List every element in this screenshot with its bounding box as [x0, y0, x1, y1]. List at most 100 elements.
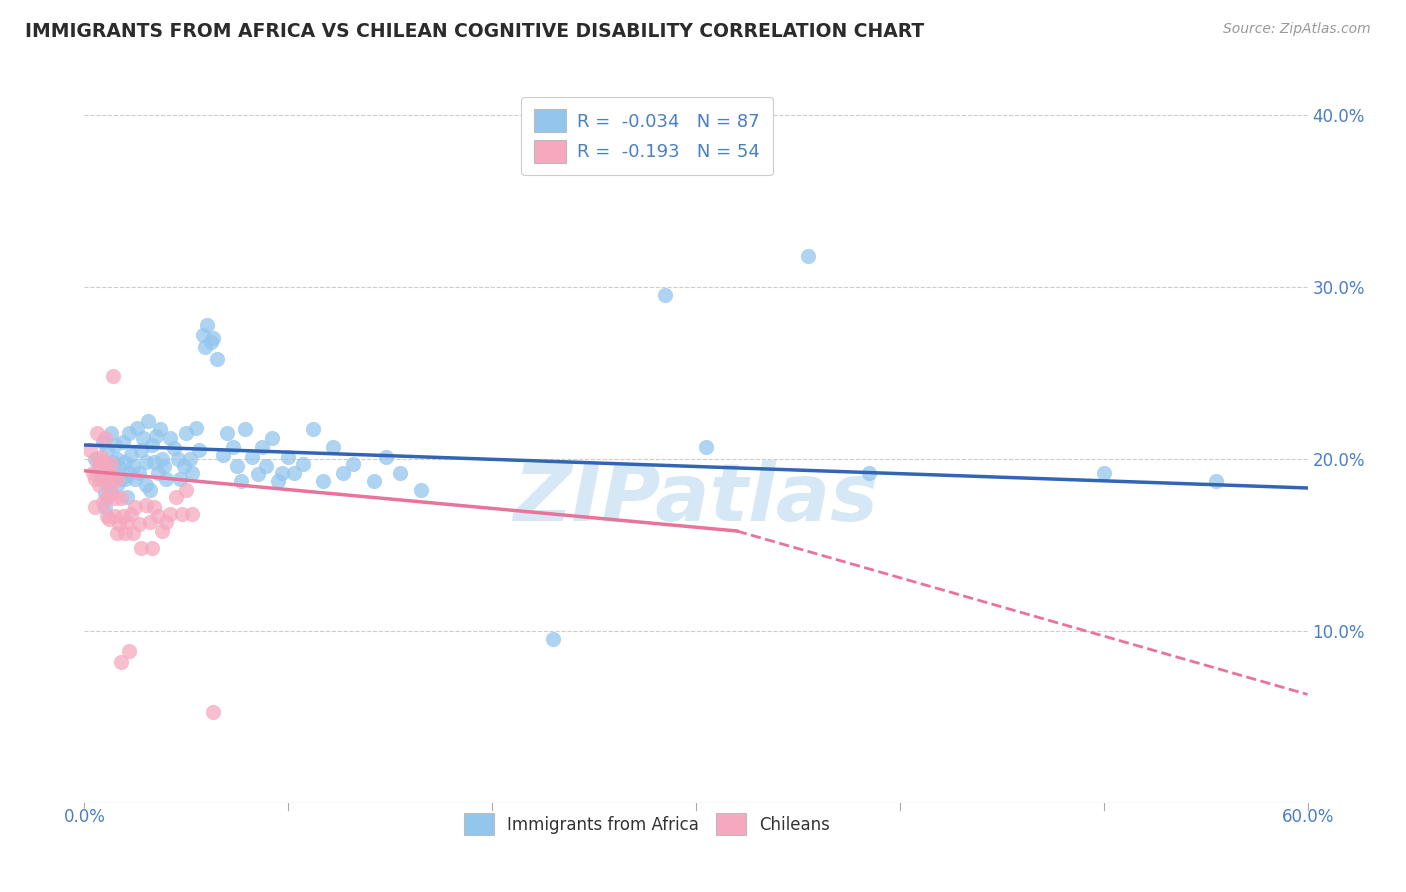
Point [205, 351, 228, 366]
Point [141, 438, 163, 452]
Point [136, 414, 159, 428]
Point [217, 425, 239, 440]
Point [97, 466, 120, 480]
Point [235, 423, 257, 437]
Point [91, 472, 114, 486]
Point [226, 458, 249, 473]
Point [108, 460, 131, 475]
Point [201, 331, 224, 345]
Point [200, 334, 222, 349]
Point [115, 516, 138, 530]
Point [124, 472, 146, 486]
Point [128, 466, 150, 480]
Point [79, 443, 101, 458]
Point [322, 440, 344, 454]
Point [186, 421, 208, 435]
Point [132, 431, 155, 445]
Point [389, 466, 412, 480]
Point [187, 443, 209, 458]
Point [191, 327, 214, 342]
Point [271, 466, 294, 480]
Point [122, 525, 145, 540]
Point [105, 525, 128, 540]
Point [142, 455, 165, 469]
Point [96, 508, 118, 523]
Point [96, 443, 118, 458]
Point [93, 431, 115, 445]
Point [86, 425, 108, 440]
Point [83, 472, 105, 486]
Point [97, 460, 120, 475]
Point [118, 466, 141, 480]
Point [1205, 474, 1227, 488]
Point [145, 429, 167, 443]
Point [105, 477, 128, 491]
Point [110, 472, 132, 486]
Point [375, 450, 398, 464]
Point [93, 466, 115, 480]
Point [135, 455, 157, 469]
Point [149, 423, 172, 437]
Point [159, 431, 181, 445]
Point [695, 440, 717, 454]
Point [104, 491, 127, 506]
Point [91, 494, 114, 508]
Point [146, 508, 169, 523]
Point [87, 460, 110, 475]
Point [150, 524, 173, 538]
Point [110, 491, 132, 506]
Point [108, 517, 131, 532]
Point [301, 423, 323, 437]
Point [153, 458, 176, 473]
Text: ZIPatlas: ZIPatlas [513, 460, 879, 539]
Point [86, 451, 108, 466]
Point [131, 541, 153, 556]
Point [277, 450, 299, 464]
Point [169, 472, 191, 486]
Point [100, 457, 122, 471]
Point [174, 483, 197, 497]
Point [83, 451, 105, 466]
Text: Source: ZipAtlas.com: Source: ZipAtlas.com [1223, 22, 1371, 37]
Point [858, 466, 880, 480]
Point [120, 448, 142, 462]
Point [155, 516, 177, 530]
Point [104, 466, 127, 480]
Point [114, 455, 136, 469]
Point [260, 431, 283, 445]
Point [83, 500, 105, 514]
Point [120, 507, 142, 521]
Point [195, 318, 218, 332]
Point [167, 451, 190, 466]
Point [112, 434, 135, 449]
Point [118, 425, 141, 440]
Point [138, 516, 160, 530]
Point [291, 457, 314, 471]
Point [173, 458, 195, 473]
Point [163, 442, 186, 456]
Point [96, 491, 118, 506]
Point [141, 541, 163, 556]
Point [181, 507, 204, 521]
Point [118, 644, 141, 658]
Point [179, 451, 201, 466]
Point [254, 458, 277, 473]
Point [172, 507, 194, 521]
Text: IMMIGRANTS FROM AFRICA VS CHILEAN COGNITIVE DISABILITY CORRELATION CHART: IMMIGRANTS FROM AFRICA VS CHILEAN COGNIT… [25, 22, 925, 41]
Point [122, 458, 145, 473]
Point [231, 474, 253, 488]
Point [110, 655, 132, 669]
Point [181, 466, 204, 480]
Point [104, 438, 127, 452]
Point [87, 458, 110, 473]
Point [91, 434, 114, 449]
Point [97, 477, 120, 491]
Point [128, 517, 150, 532]
Point [90, 450, 112, 464]
Point [409, 483, 432, 497]
Point [90, 466, 112, 480]
Point [250, 440, 273, 454]
Point [101, 455, 124, 469]
Point [363, 474, 385, 488]
Point [146, 466, 169, 480]
